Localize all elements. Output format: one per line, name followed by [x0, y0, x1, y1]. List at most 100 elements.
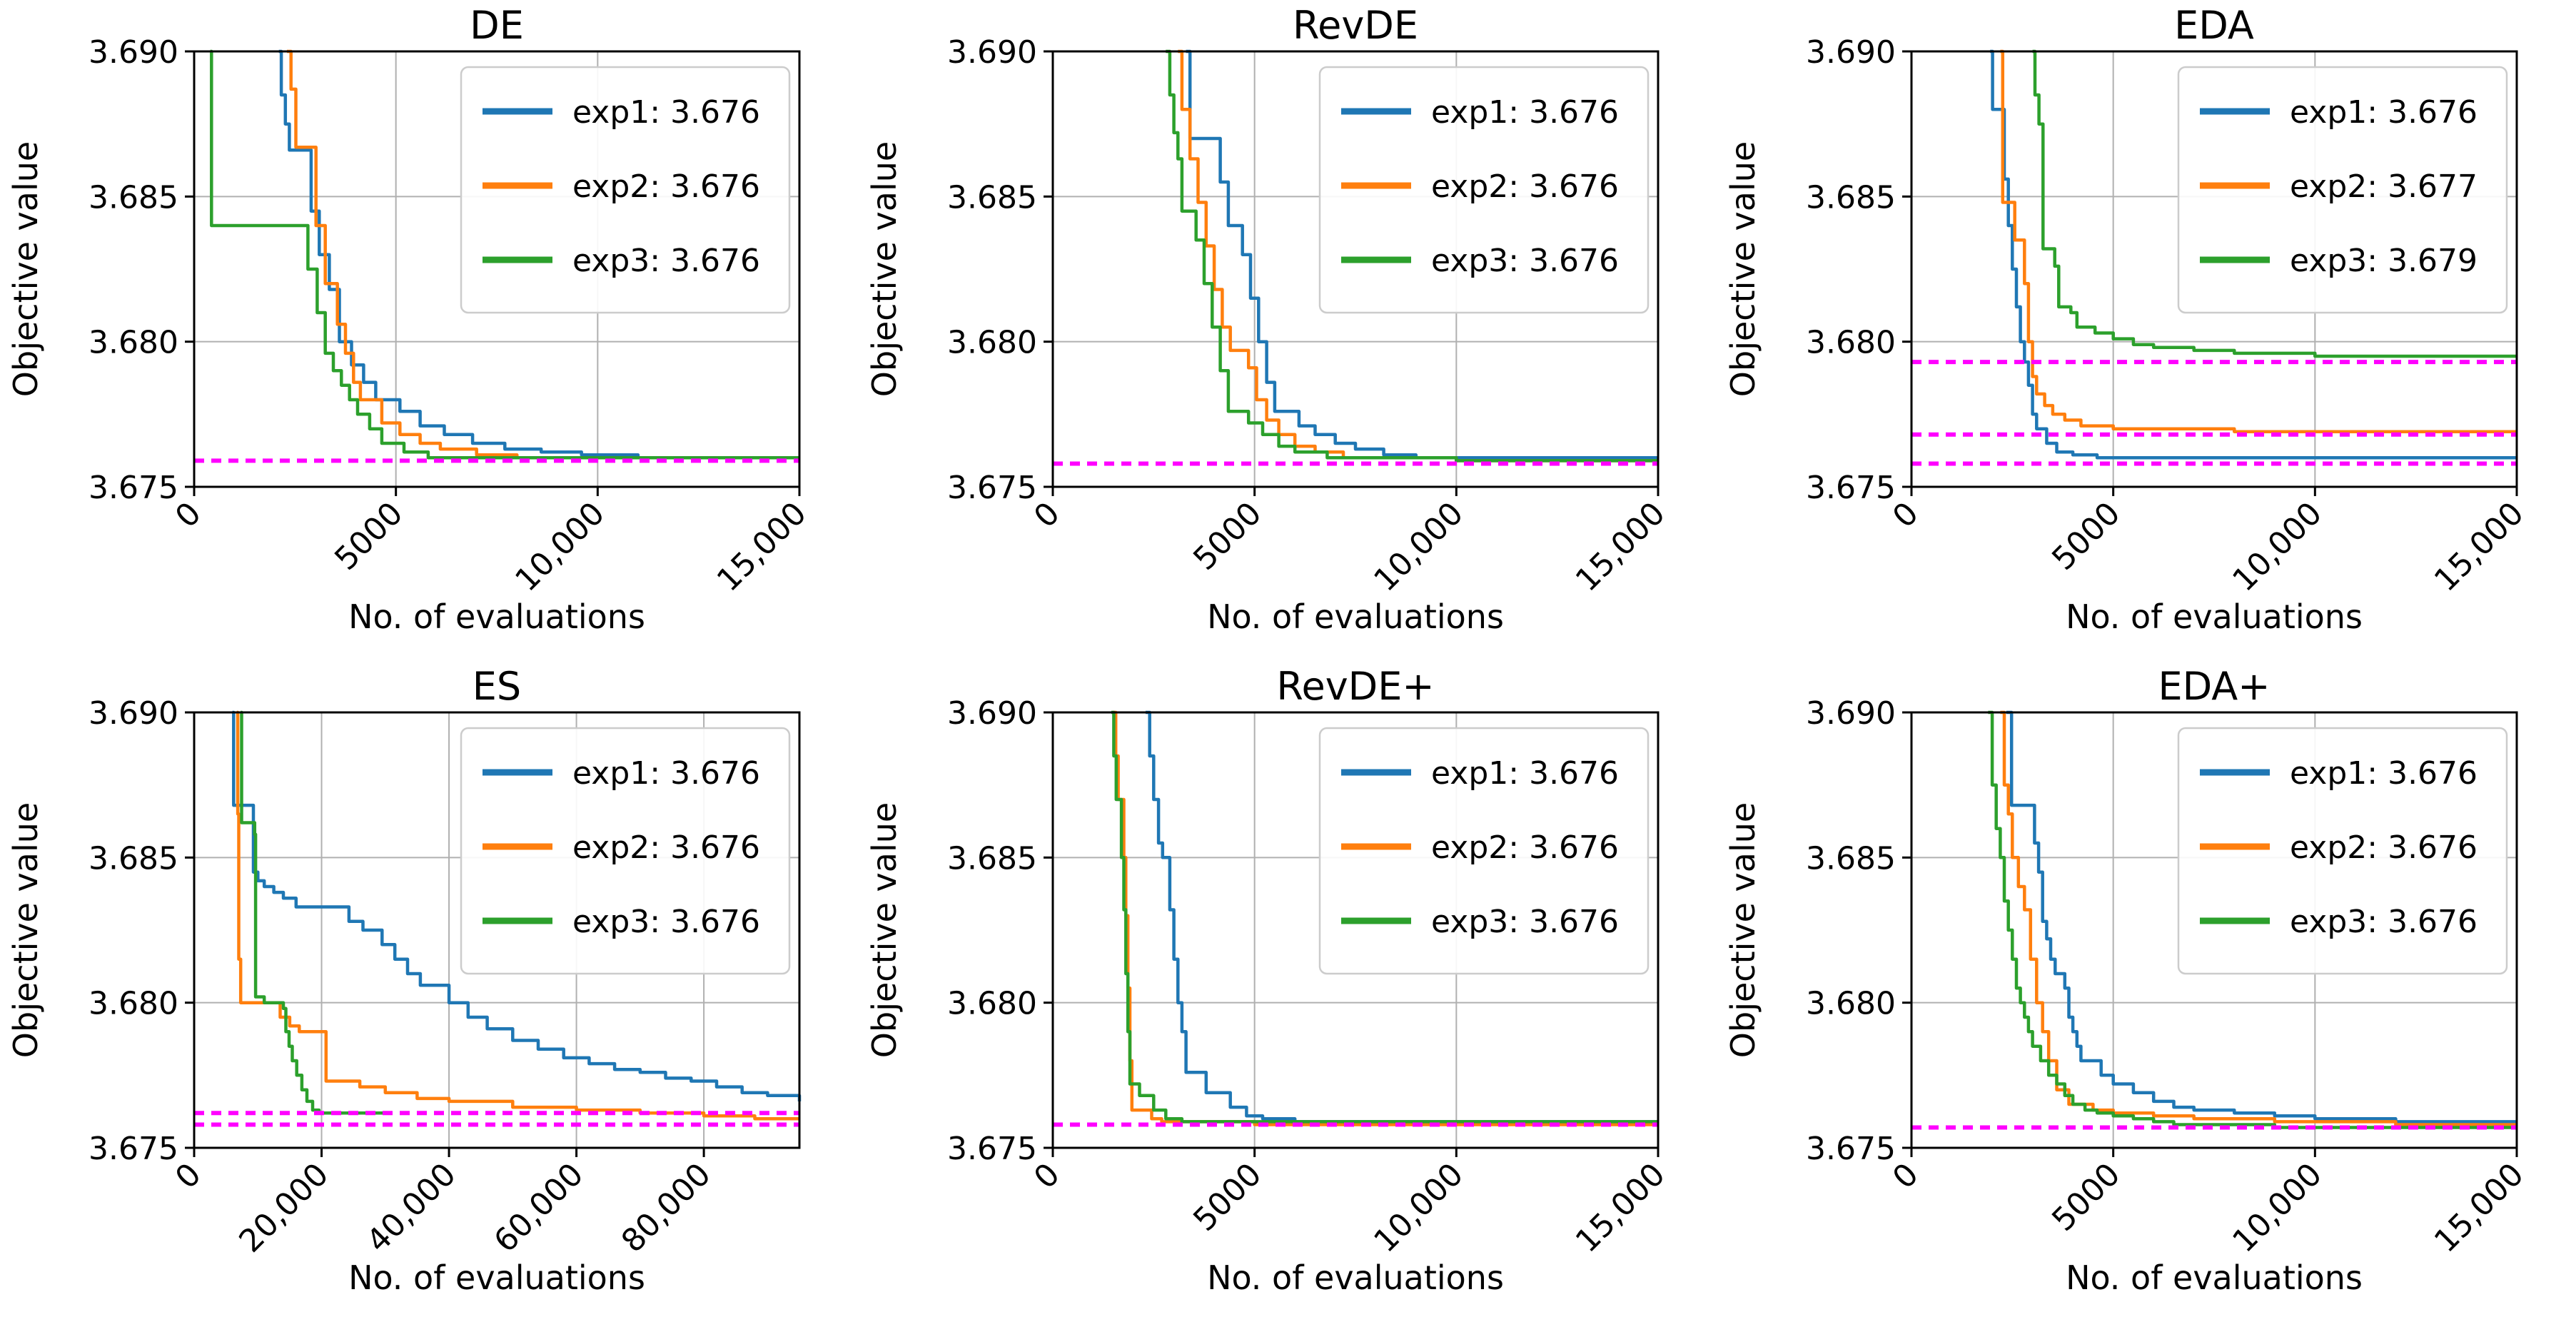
y-tick-label: 3.685 — [1806, 179, 1896, 216]
y-tick-label: 3.680 — [1806, 325, 1896, 361]
y-tick-label: 3.675 — [1806, 1131, 1896, 1167]
series-line-exp1 — [1990, 49, 2517, 460]
chart-canvas-5: 0 5000 10,000 15,0003.6753.6803.6853.690Rev… — [865, 664, 1672, 1297]
y-tick-label: 3.690 — [89, 695, 178, 732]
chart-canvas-1: 0 5000 10,000 15,0003.6753.6803.6853.690DEN… — [6, 3, 814, 636]
legend-box — [2177, 727, 2508, 975]
legend-label: exp2: 3.676 — [1431, 829, 1619, 866]
x-tick-label: 5000 — [1186, 495, 1268, 577]
chart-canvas-2: 0 5000 10,000 15,0003.6753.6803.6853.690Rev… — [865, 3, 1672, 636]
y-tick-label: 3.675 — [1806, 470, 1896, 506]
legend-label: exp2: 3.676 — [572, 829, 760, 866]
legend-entry: exp2: 3.676 — [1341, 168, 1619, 205]
legend-entry: exp3: 3.676 — [1341, 243, 1619, 279]
legend-entry: exp2: 3.676 — [2200, 829, 2477, 866]
legend-label: exp1: 3.676 — [572, 94, 760, 131]
chart-title: RevDE+ — [1276, 664, 1434, 709]
legend-entry: exp3: 3.676 — [483, 904, 760, 940]
y-tick-label: 3.685 — [947, 179, 1037, 216]
series-line-exp3 — [210, 49, 799, 460]
legend: exp1: 3.676 exp2: 3.676 exp3: 3.676 — [460, 66, 791, 314]
y-tick-label: 3.690 — [1806, 34, 1896, 71]
subplot-2: 0 5000 10,000 15,000 3.675 3.680 3.685 3.690 Rev… — [859, 0, 1717, 661]
y-tick-label: 3.685 — [947, 840, 1037, 877]
subplot-3: 0 5000 10,000 15,000 3.675 3.680 3.685 3.690 EDA… — [1717, 0, 2576, 661]
y-tick-label: 3.685 — [1806, 840, 1896, 877]
axes-spines — [1051, 711, 1660, 1149]
x-axis-label: No. of evaluations — [348, 1258, 645, 1297]
x-axis-label: No. of evaluations — [1207, 597, 1504, 636]
chart-title: RevDE — [1293, 3, 1418, 48]
y-tick-label: 3.680 — [89, 986, 178, 1022]
legend-entry: exp2: 3.676 — [483, 168, 760, 205]
legend-box — [460, 66, 791, 314]
y-tick-label: 3.690 — [89, 34, 178, 71]
y-tick-label: 3.690 — [947, 34, 1037, 71]
axes-spines — [1910, 50, 2518, 488]
legend-label: exp3: 3.676 — [1431, 904, 1619, 940]
chart-canvas-6: 0 5000 10,000 15,0003.6753.6803.6853.690EDA… — [1724, 664, 2531, 1297]
x-tick-label: 5000 — [2045, 495, 2127, 577]
y-axis-label: Objective value — [865, 141, 904, 397]
x-tick-label: 80,000 — [615, 1156, 718, 1260]
y-axis-label: Objective value — [1724, 802, 1762, 1058]
x-tick-label: 20,000 — [232, 1156, 335, 1260]
y-tick-label: 3.685 — [89, 179, 178, 216]
legend-entry: exp2: 3.676 — [1341, 829, 1619, 866]
legend-entry: exp1: 3.676 — [2200, 755, 2477, 792]
x-tick-label: 5000 — [328, 495, 410, 577]
x-tick-label: 15,000 — [1569, 495, 1672, 599]
series-line-exp1 — [2006, 710, 2517, 1124]
chart-title: EDA — [2174, 3, 2254, 48]
x-tick-label: 15,000 — [2428, 495, 2531, 599]
y-axis-label: Objective value — [865, 802, 904, 1058]
series-line-exp3 — [1166, 49, 1658, 463]
legend: exp1: 3.676 exp2: 3.676 exp3: 3.676 — [460, 727, 791, 975]
legend: exp1: 3.676 exp2: 3.676 exp3: 3.676 — [2177, 727, 2508, 975]
subplot-4: 0 20,000 40,000 60,000 80,000 3.675 3.680 3.685… — [0, 661, 859, 1322]
y-tick-label: 3.675 — [89, 470, 178, 506]
chart-title: DE — [470, 3, 524, 48]
legend-entry: exp2: 3.676 — [483, 829, 760, 866]
legend-entry: exp1: 3.676 — [2200, 94, 2477, 131]
y-tick-label: 3.690 — [1806, 695, 1896, 732]
legend-entry: exp2: 3.677 — [2200, 168, 2477, 205]
x-tick-label: 10,000 — [508, 495, 612, 599]
chart-canvas-4: 0 20,000 40,000 60,000 80,0003.6753.6803.685… — [6, 664, 802, 1297]
y-tick-label: 3.680 — [947, 986, 1037, 1022]
legend-entry: exp1: 3.676 — [1341, 94, 1619, 131]
series-line-exp3 — [240, 710, 385, 1115]
legend-label: exp2: 3.676 — [572, 168, 760, 205]
legend-box — [2177, 66, 2508, 314]
x-axis-label: No. of evaluations — [2066, 1258, 2363, 1297]
series-line-exp2 — [2000, 49, 2517, 433]
legend: exp1: 3.676 exp2: 3.677 exp3: 3.679 — [2177, 66, 2508, 314]
legend-label: exp3: 3.676 — [2290, 904, 2477, 940]
x-tick-label: 10,000 — [2226, 1156, 2329, 1260]
subplot-1: 0 5000 10,000 15,000 3.675 3.680 3.685 3.690 DE N… — [0, 0, 859, 661]
legend-box — [1318, 727, 1650, 975]
series-line-exp3 — [1111, 710, 1658, 1124]
legend-label: exp1: 3.676 — [1431, 755, 1619, 792]
legend: exp1: 3.676 exp2: 3.676 exp3: 3.676 — [1318, 727, 1650, 975]
axes-spines — [1910, 711, 2518, 1149]
y-tick-label: 3.680 — [947, 325, 1037, 361]
y-tick-label: 3.680 — [1806, 986, 1896, 1022]
legend-entry: exp1: 3.676 — [1341, 755, 1619, 792]
legend-label: exp1: 3.676 — [2290, 755, 2477, 792]
x-axis-label: No. of evaluations — [348, 597, 645, 636]
legend-entry: exp3: 3.676 — [1341, 904, 1619, 940]
x-axis-label: No. of evaluations — [2066, 597, 2363, 636]
y-tick-label: 3.685 — [89, 840, 178, 877]
legend-label: exp3: 3.676 — [572, 904, 760, 940]
axes-spines — [193, 50, 801, 488]
legend-entry: exp1: 3.676 — [483, 755, 760, 792]
series-line-exp2 — [287, 49, 799, 460]
axes-spines — [1051, 50, 1660, 488]
y-tick-label: 3.675 — [89, 1131, 178, 1167]
legend-label: exp3: 3.679 — [2290, 243, 2477, 279]
legend-label: exp1: 3.676 — [572, 755, 760, 792]
legend-box — [1318, 66, 1650, 314]
